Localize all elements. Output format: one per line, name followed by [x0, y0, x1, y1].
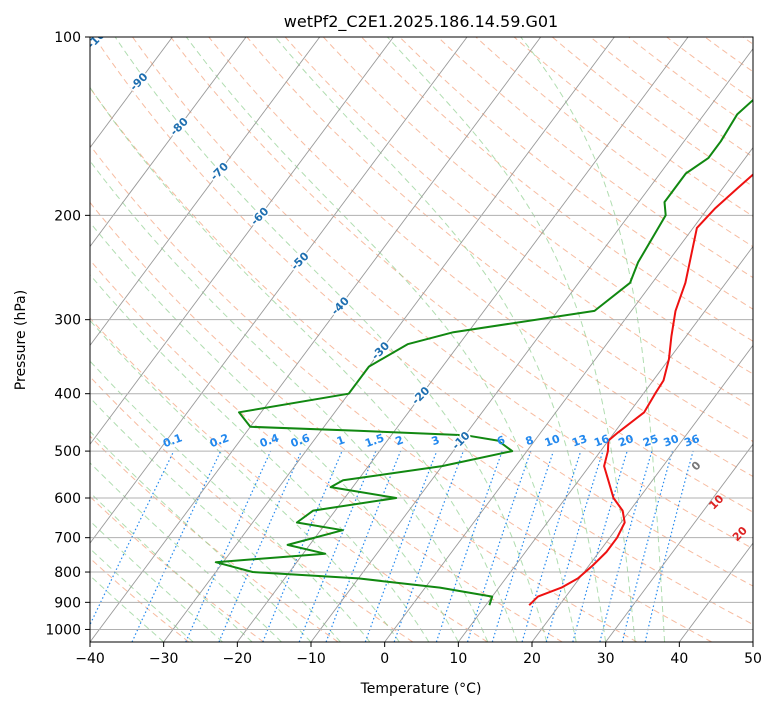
isotherm-line — [16, 37, 467, 642]
mixing-ratio-label: 1 — [335, 433, 347, 448]
mixing-ratio-label: 0.4 — [258, 431, 281, 450]
dry-adiabat-line — [0, 37, 413, 642]
moist-adiabat-line — [510, 24, 664, 642]
isohume-label: 30 — [756, 552, 775, 572]
y-tick-label: 500 — [54, 444, 81, 460]
chart-title: wetPf2_C2E1.2025.186.14.59.G01 — [284, 12, 558, 32]
isotherm-line — [0, 37, 320, 642]
moist-adiabat-line — [0, 24, 281, 642]
mixing-ratio-line — [365, 451, 437, 642]
mixing-ratio-label: 2 — [394, 433, 406, 448]
mixing-ratio-line — [186, 451, 271, 642]
mixing-ratio-label: 0.1 — [161, 431, 184, 450]
isotherm-line — [237, 37, 688, 642]
isotherm-label: -30 — [369, 339, 392, 362]
isotherm-label: -20 — [409, 384, 432, 407]
y-tick-label: 900 — [54, 595, 81, 611]
isotherm-line — [753, 37, 775, 642]
isotherm-label: -50 — [288, 249, 311, 272]
y-tick-label: 800 — [54, 565, 81, 581]
isohume-label: 20 — [730, 524, 750, 544]
y-axis-label: Pressure (hPa) — [13, 290, 29, 390]
y-tick-label: 100 — [54, 30, 81, 46]
x-tick-label: −40 — [75, 651, 105, 667]
dry-adiabat-line — [705, 37, 775, 642]
mixing-ratio-line — [82, 451, 174, 642]
mixing-ratio-line — [573, 451, 627, 642]
moist-adiabat-line — [0, 24, 341, 642]
dry-adiabat-line — [285, 37, 775, 642]
y-axis-ticks: 100 200 300 400 500 600 700 800 900 1000 — [45, 30, 90, 638]
mixing-ratio-label: 8 — [524, 433, 536, 448]
dry-adiabat-line — [667, 37, 775, 642]
dry-adiabat-line — [552, 37, 775, 642]
dry-adiabat-line — [743, 37, 775, 642]
series-group — [216, 37, 775, 605]
dry-adiabat-line — [323, 37, 775, 642]
mixing-ratio-label: 30 — [662, 432, 681, 450]
isotherm-label: -90 — [127, 70, 150, 93]
x-tick-label: 20 — [523, 651, 541, 667]
mixing-ratio-label: 20 — [617, 432, 636, 450]
isotherm-line — [458, 37, 775, 642]
mixing-ratio-line — [299, 451, 376, 642]
moist-adiabat-line — [3, 24, 488, 642]
moist-adiabat-line — [0, 24, 370, 642]
y-tick-label: 1000 — [45, 622, 81, 638]
mixing-ratio-label: 13 — [570, 432, 589, 449]
isohume-label: 0 — [689, 459, 704, 474]
moist-adiabat-line — [177, 24, 577, 642]
moist-adiabat-line — [376, 24, 636, 642]
dry-adiabat-line — [0, 37, 562, 642]
x-tick-label: 10 — [449, 651, 467, 667]
x-axis-ticks: −40 −30 −20 −10 0 10 20 30 40 50 — [75, 642, 762, 667]
y-tick-label: 600 — [54, 491, 81, 507]
mixing-ratio-label: 3 — [430, 433, 442, 448]
mixing-ratio-line — [492, 451, 553, 642]
isotherm-line — [0, 37, 246, 642]
x-tick-label: 50 — [744, 651, 762, 667]
plot-frame — [90, 37, 753, 642]
mixing-ratio-line — [219, 451, 301, 642]
mixing-ratio-line — [132, 451, 221, 642]
x-axis-label: Temperature (°C) — [360, 681, 482, 697]
y-tick-label: 700 — [54, 531, 81, 547]
isotherm-line — [311, 37, 762, 642]
mixing-ratio-label: 10 — [543, 432, 562, 450]
dry-adiabat-line — [133, 37, 775, 642]
isotherm-line — [532, 37, 775, 642]
isotherm-label: -80 — [168, 115, 191, 138]
dry-adiabat-line — [400, 37, 775, 642]
moist-adiabat-line — [0, 24, 311, 642]
mixing-ratio-line — [326, 451, 401, 642]
moist-adiabat-line — [0, 24, 458, 642]
mixing-ratio-line — [622, 451, 672, 642]
isotherm-label: -40 — [329, 294, 352, 317]
isotherm-line — [164, 37, 615, 642]
isotherm-label: -10 — [449, 429, 472, 452]
mixing-ratio-line — [394, 451, 463, 642]
isotherm-label: -60 — [248, 205, 271, 228]
dry-adiabat-line — [0, 37, 488, 642]
mixing-ratio-line — [263, 451, 342, 642]
moist-adiabat-line — [0, 24, 399, 642]
temperature-profile — [529, 37, 775, 605]
y-tick-label: 300 — [54, 313, 81, 329]
x-tick-label: 0 — [380, 651, 389, 667]
mixing-ratio-label: 25 — [641, 432, 660, 449]
dewpoint-profile — [216, 37, 775, 605]
mixing-ratio-label: 36 — [683, 432, 702, 450]
y-tick-label: 400 — [54, 387, 81, 403]
x-tick-label: 40 — [670, 651, 688, 667]
x-tick-label: 30 — [597, 651, 615, 667]
x-tick-label: −10 — [296, 651, 326, 667]
x-tick-label: −30 — [149, 651, 179, 667]
x-tick-label: −20 — [223, 651, 253, 667]
mixing-ratio-label: 0.2 — [208, 431, 231, 450]
y-tick-label: 200 — [54, 208, 81, 224]
dry-adiabat-line — [0, 37, 264, 642]
